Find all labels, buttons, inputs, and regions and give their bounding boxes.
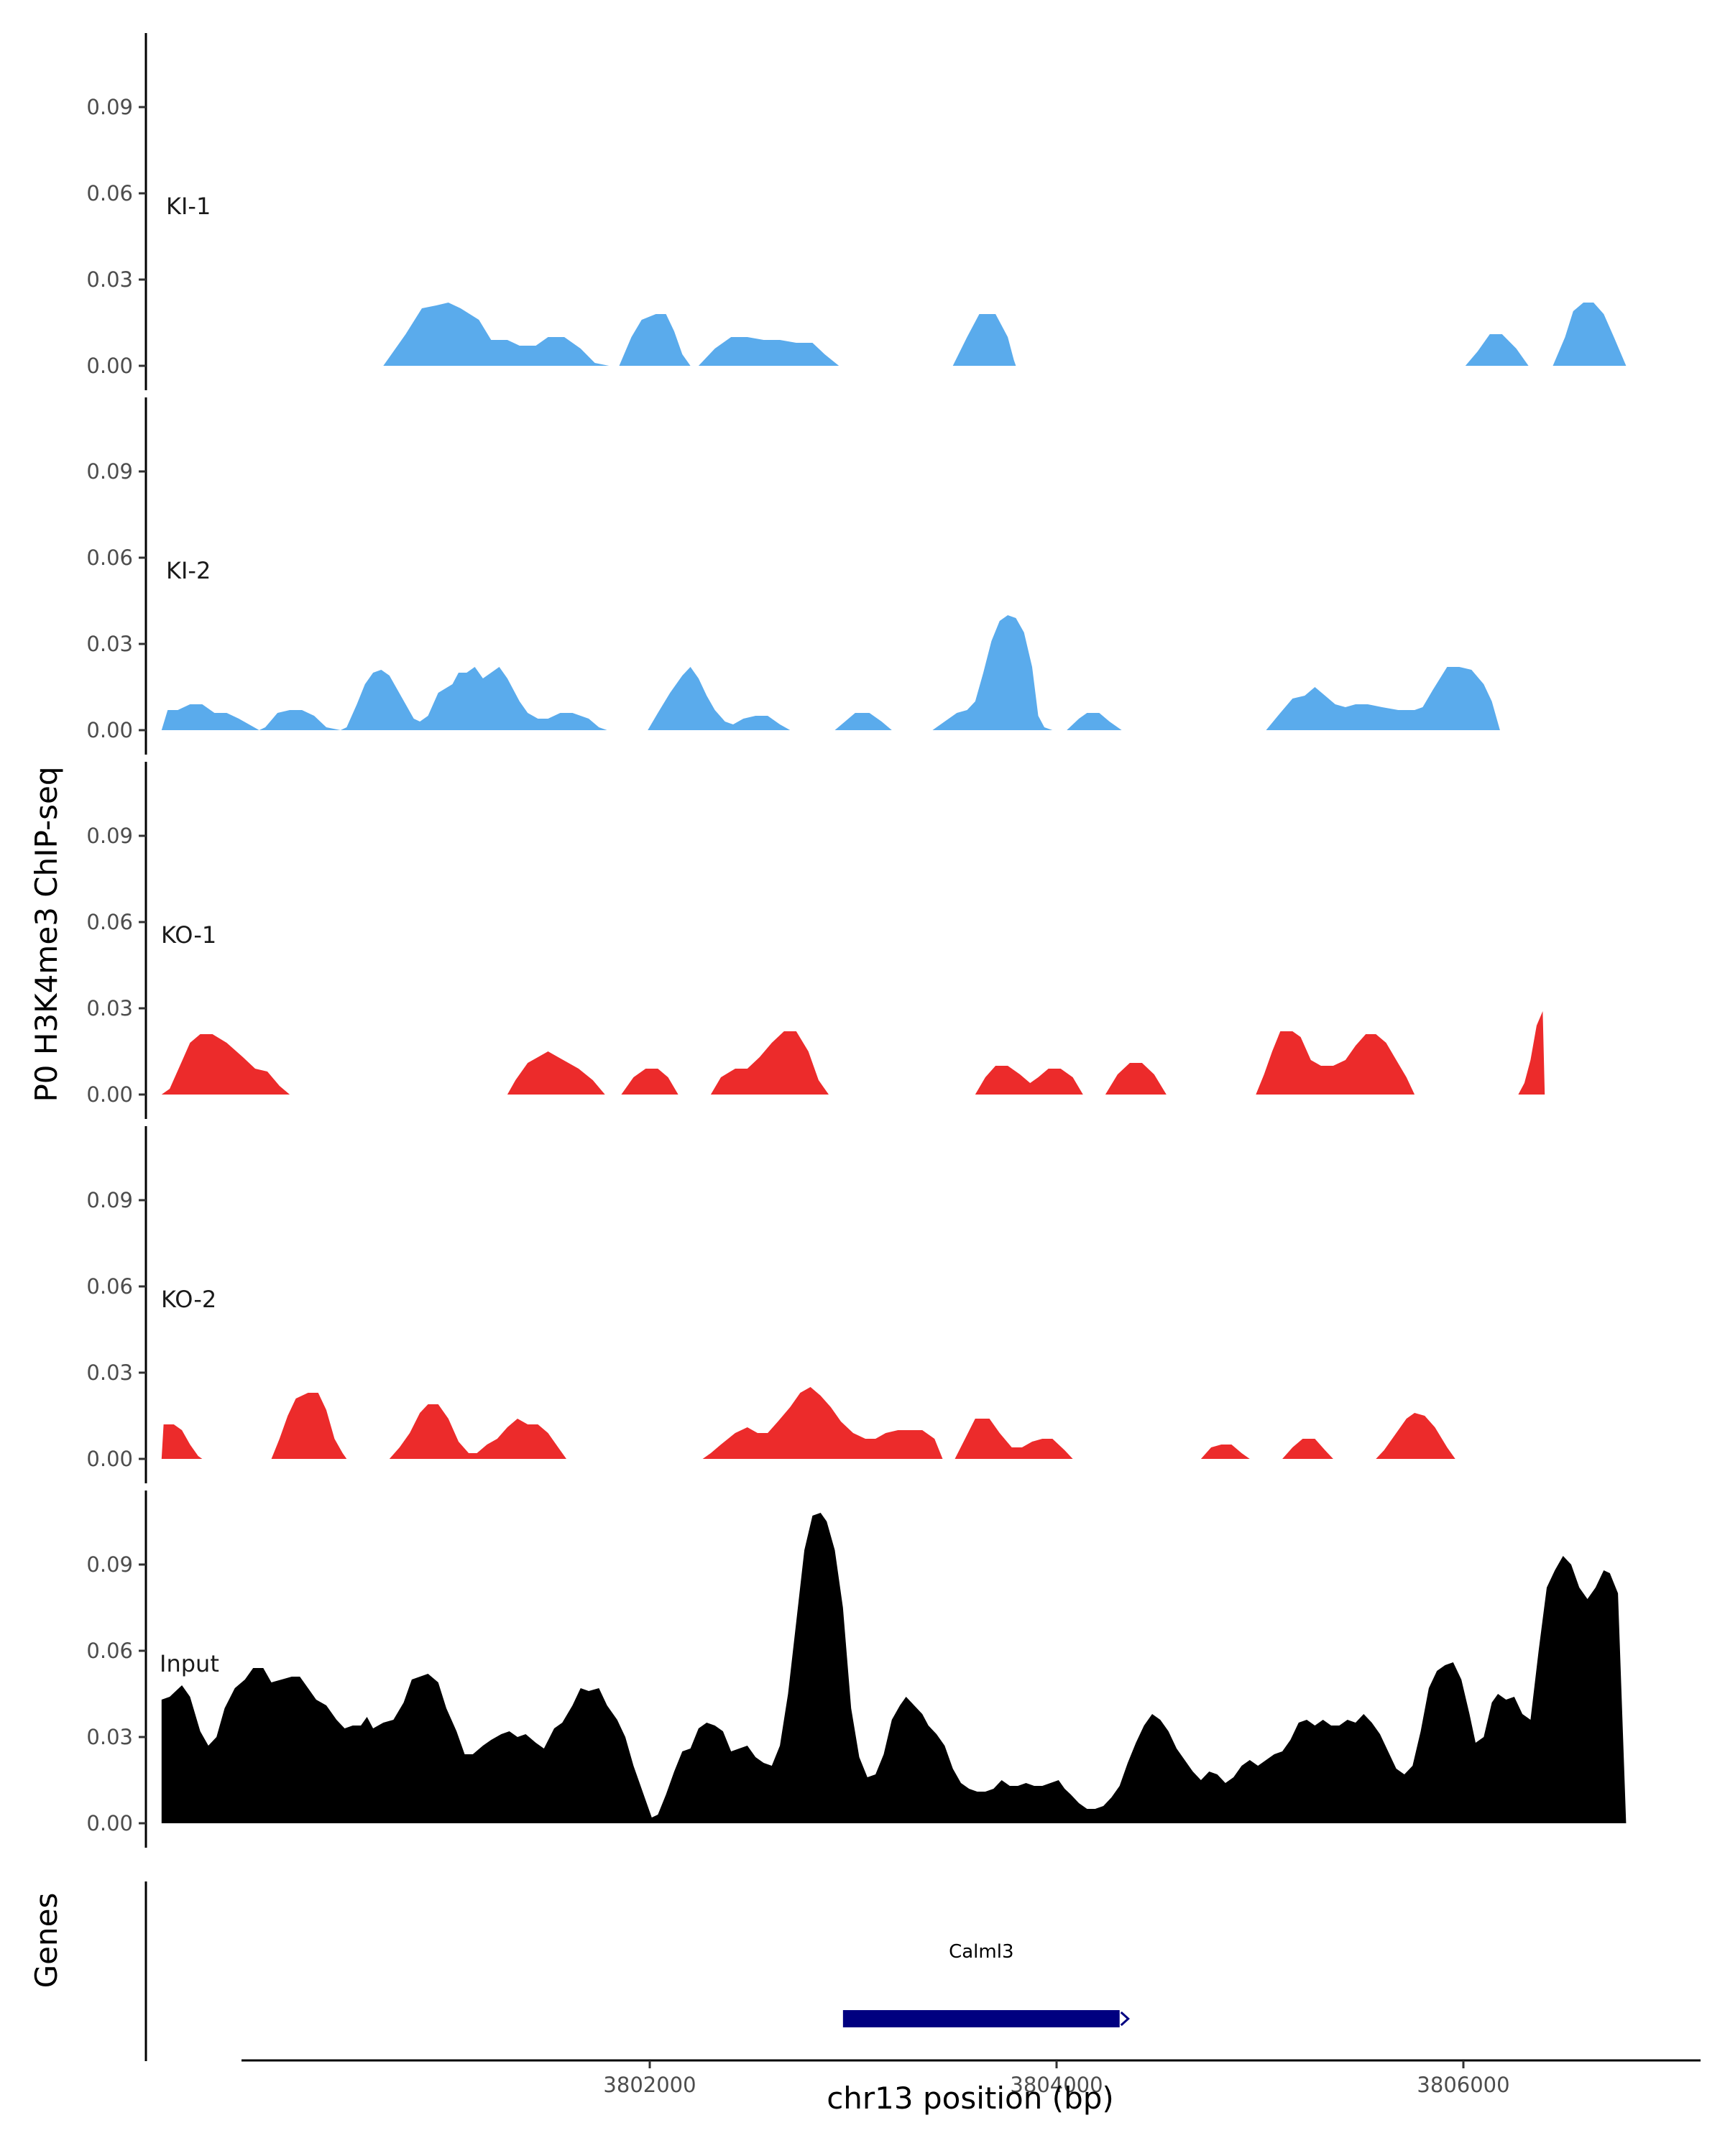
gene-strand-arrow bbox=[1120, 2011, 1130, 2027]
y-tick-label: 0.06 bbox=[86, 545, 133, 570]
track-input: 0.00 0.03 0.06 0.09 Input bbox=[86, 1491, 1627, 1848]
track-label: KI-1 bbox=[166, 193, 211, 220]
y-tick-label: 0.03 bbox=[86, 1360, 133, 1385]
y-tick-label: 0.09 bbox=[86, 824, 133, 848]
gene-body-calml3 bbox=[842, 2010, 1120, 2027]
genes-track-title: Genes bbox=[29, 1893, 64, 1989]
y-tick-label: 0.06 bbox=[86, 181, 133, 206]
y-tick-label: 0.06 bbox=[86, 1639, 133, 1663]
track-label: Input bbox=[160, 1650, 219, 1677]
track-label: KI-2 bbox=[166, 557, 211, 584]
x-tick-label: 3804000 bbox=[1010, 2073, 1103, 2097]
y-tick-label: 0.00 bbox=[86, 718, 133, 742]
x-tick-label: 3802000 bbox=[603, 2073, 696, 2097]
x-axis-title: chr13 position (bp) bbox=[827, 2081, 1114, 2116]
track-label: KO-1 bbox=[161, 921, 216, 949]
y-tick-label: 0.03 bbox=[86, 632, 133, 656]
tracks: 0.00 0.03 0.06 0.09 KI-1 0.00 0.03 0.06 0.09 KI-2… bbox=[86, 33, 1627, 1848]
y-tick-label: 0.09 bbox=[86, 1552, 133, 1577]
y-tick-label: 0.09 bbox=[86, 459, 133, 484]
track-ki-2: 0.00 0.03 0.06 0.09 KI-2 bbox=[86, 397, 1500, 755]
track-ko-2: 0.00 0.03 0.06 0.09 KO-2 bbox=[86, 1126, 1466, 1483]
y-tick-label: 0.09 bbox=[86, 1188, 133, 1212]
gene-track: Calml3 bbox=[144, 1881, 1130, 2061]
y-tick-label: 0.00 bbox=[86, 354, 133, 378]
area-ko-1 bbox=[161, 1011, 1545, 1095]
track-ki-1: 0.00 0.03 0.06 0.09 KI-1 bbox=[86, 33, 1627, 390]
y-tick-label: 0.03 bbox=[86, 1725, 133, 1749]
y-tick-label: 0.03 bbox=[86, 267, 133, 292]
track-label: KO-2 bbox=[161, 1286, 216, 1313]
area-input bbox=[161, 1513, 1627, 1823]
gene-label: Calml3 bbox=[949, 1941, 1013, 1963]
area-ko-2 bbox=[161, 1387, 1466, 1459]
y-tick-label: 0.03 bbox=[86, 996, 133, 1021]
area-ki-1 bbox=[383, 303, 1627, 366]
y-tick-label: 0.00 bbox=[86, 1082, 133, 1107]
y-tick-label: 0.00 bbox=[86, 1447, 133, 1471]
y-axis-title: P0 H3K4me3 ChIP-seq bbox=[29, 766, 64, 1102]
y-tick-label: 0.06 bbox=[86, 910, 133, 934]
area-ki-2 bbox=[161, 615, 1500, 730]
track-ko-1: 0.00 0.03 0.06 0.09 KO-1 bbox=[86, 762, 1545, 1119]
y-tick-label: 0.09 bbox=[86, 95, 133, 119]
x-axis: 3802000 3804000 3806000 bbox=[242, 2059, 1701, 2097]
y-tick-label: 0.00 bbox=[86, 1811, 133, 1835]
x-tick-label: 3806000 bbox=[1417, 2073, 1509, 2097]
y-tick-label: 0.06 bbox=[86, 1274, 133, 1299]
